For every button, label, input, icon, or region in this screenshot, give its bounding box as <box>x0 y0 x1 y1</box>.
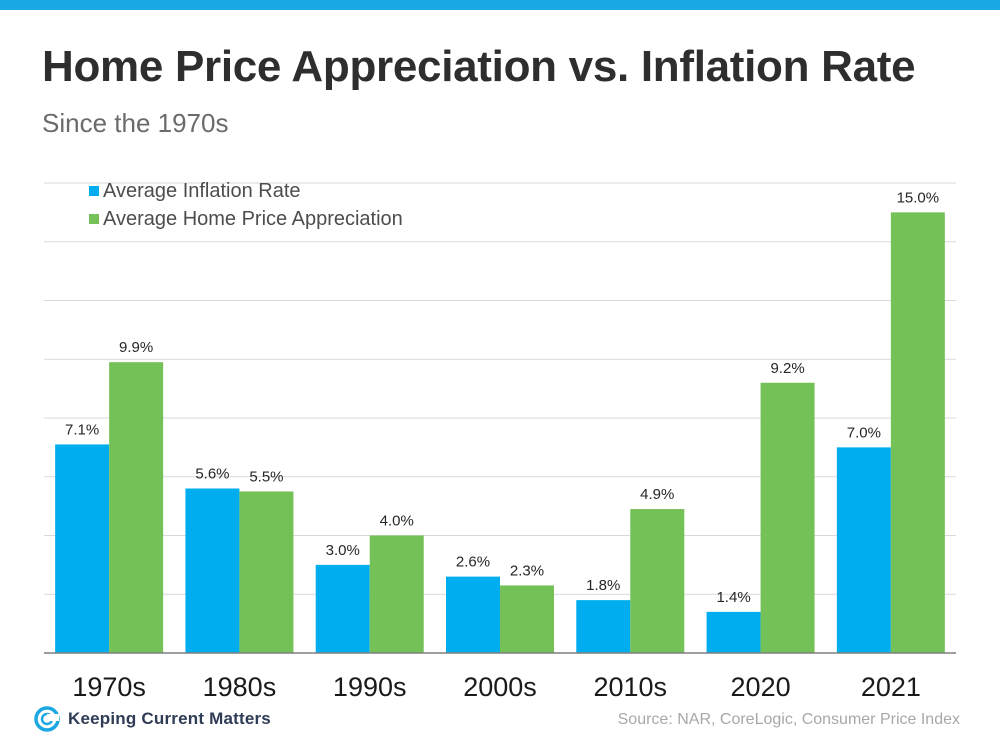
bar-inflation-1970s <box>55 444 110 653</box>
data-label-appreciation-1980s: 5.5% <box>249 468 283 485</box>
gridlines <box>44 182 956 595</box>
chart-title: Home Price Appreciation vs. Inflation Ra… <box>42 42 916 91</box>
bar-appreciation-1980s <box>239 491 294 653</box>
data-label-appreciation-2021: 15.0% <box>897 189 940 206</box>
top-accent-bar <box>0 0 1000 10</box>
legend-swatch-appreciation <box>89 214 99 224</box>
data-label-inflation-2010s: 1.8% <box>586 577 620 594</box>
x-tick-label-1980s: 1980s <box>203 672 277 702</box>
data-label-appreciation-1970s: 9.9% <box>119 339 153 356</box>
kcm-logo: Keeping Current Matters <box>34 704 271 734</box>
data-label-appreciation-2020: 9.2% <box>770 360 804 377</box>
data-label-inflation-1970s: 7.1% <box>65 421 99 438</box>
data-label-inflation-2021: 7.0% <box>847 424 881 441</box>
x-tick-label-2000s: 2000s <box>463 672 537 702</box>
legend-swatch-inflation <box>89 186 99 196</box>
bar-appreciation-2021 <box>890 212 945 653</box>
bar-inflation-2021 <box>836 447 891 653</box>
data-label-inflation-1980s: 5.6% <box>195 466 229 483</box>
x-tick-labels: 1970s 1980s 1990s 2000s 2010s 2020 2021 <box>72 672 921 702</box>
x-tick-label-2010s: 2010s <box>593 672 667 702</box>
data-label-inflation-2020: 1.4% <box>716 589 750 606</box>
legend-label-appreciation: Average Home Price Appreciation <box>103 208 403 230</box>
bar-appreciation-1990s <box>369 535 424 653</box>
data-label-appreciation-1990s: 4.0% <box>380 513 414 530</box>
source-note: Source: NAR, CoreLogic, Consumer Price I… <box>617 711 960 728</box>
x-tick-label-2020: 2020 <box>731 672 791 702</box>
bar-inflation-2010s <box>576 600 631 653</box>
bar-appreciation-2020 <box>760 382 815 653</box>
bars <box>55 212 945 653</box>
kcm-logo-text: Keeping Current Matters <box>68 709 271 728</box>
bar-appreciation-1970s <box>109 362 164 653</box>
data-label-inflation-1990s: 3.0% <box>326 542 360 559</box>
x-tick-label-1990s: 1990s <box>333 672 407 702</box>
data-label-inflation-2000s: 2.6% <box>456 554 490 571</box>
legend-label-inflation: Average Inflation Rate <box>103 180 301 202</box>
data-labels: 7.1% 9.9% 5.6% 5.5% 3.0% 4.0% 2.6% 2.3% 1.8% 4.9%… <box>65 189 939 606</box>
x-tick-label-1970s: 1970s <box>72 672 146 702</box>
kcm-logo-icon <box>34 706 60 732</box>
bar-inflation-2020 <box>706 611 761 653</box>
legend: Average Inflation Rate Average Home Price… <box>89 180 403 230</box>
x-tick-label-2021: 2021 <box>861 672 921 702</box>
data-label-appreciation-2010s: 4.9% <box>640 486 674 503</box>
bar-appreciation-2010s <box>630 509 685 653</box>
bar-inflation-2000s <box>446 576 500 653</box>
chart-subtitle: Since the 1970s <box>42 108 229 138</box>
bar-inflation-1980s <box>185 488 240 653</box>
data-label-appreciation-2000s: 2.3% <box>510 562 544 579</box>
bar-inflation-1990s <box>315 564 370 653</box>
bar-appreciation-2000s <box>500 585 554 653</box>
